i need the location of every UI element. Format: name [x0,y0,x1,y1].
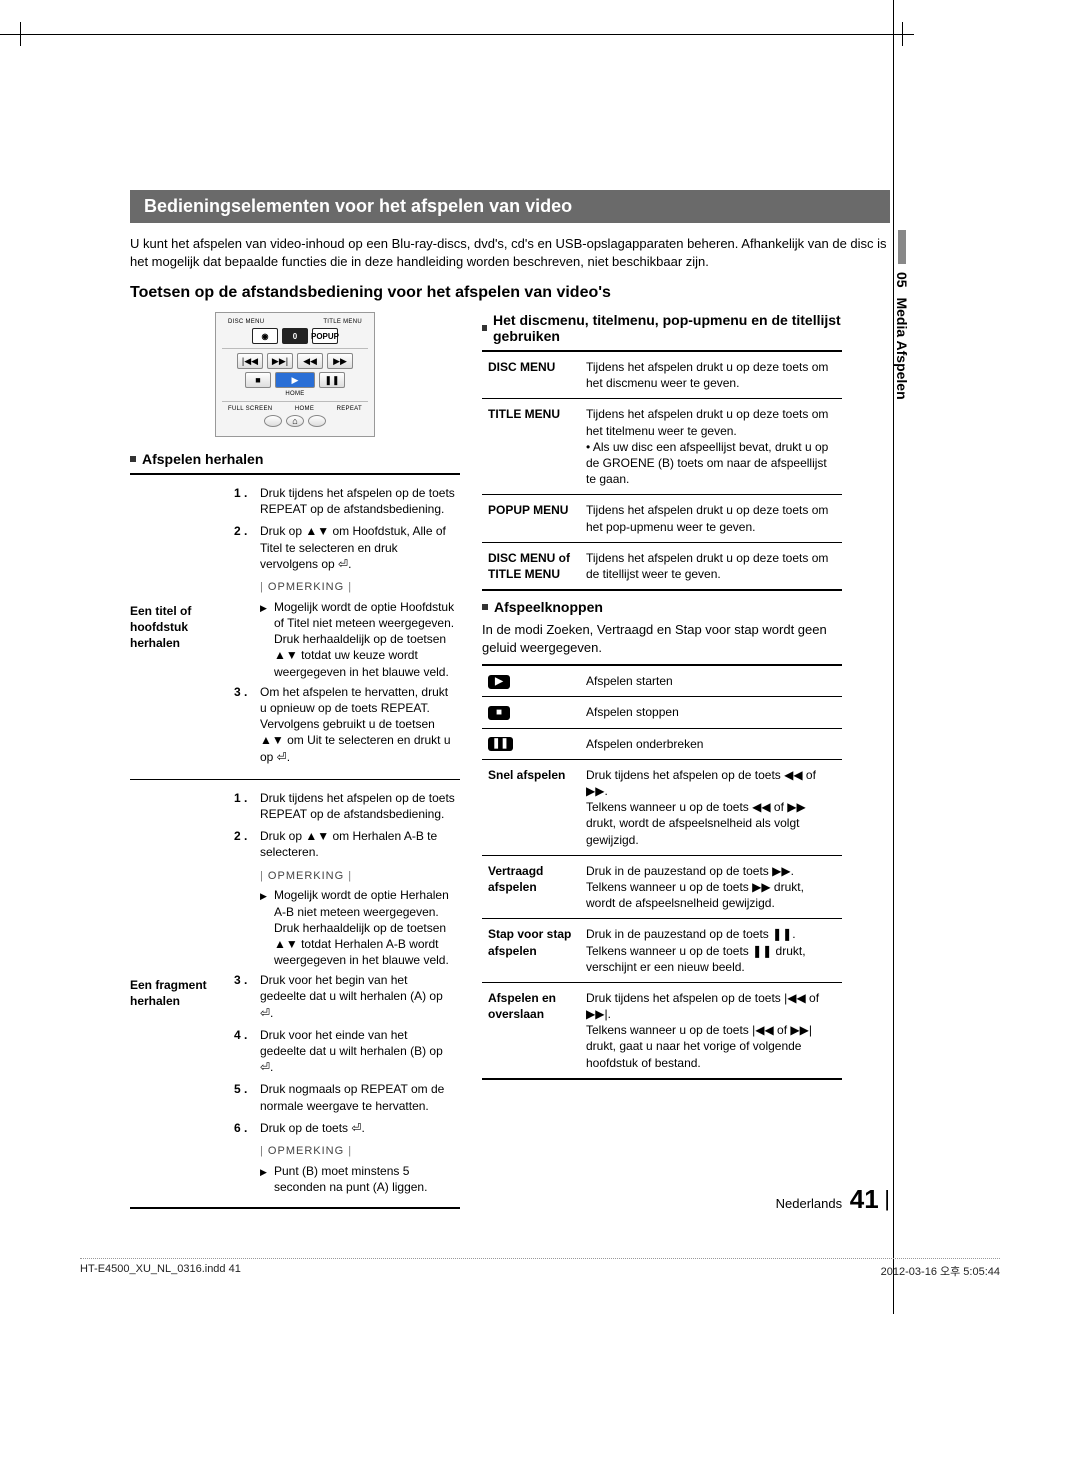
table-row: POPUP MENU Tijdens het afspelen drukt u … [482,495,842,542]
step-text: Druk voor het einde van het gedeelte dat… [260,1028,443,1074]
menu-desc: Tijdens het afspelen drukt u op deze toe… [580,495,842,542]
menu-label: TITLE MENU [482,399,580,495]
print-footer: HT-E4500_XU_NL_0316.indd 41 2012-03-16 오… [80,1258,1000,1279]
step-text: Om het afspelen te hervatten, drukt u op… [260,685,451,764]
table-row: Een titel of hoofdstuk herhalen 1 .Druk … [130,474,460,779]
table-row: ❚❚ Afspelen onderbreken [482,728,842,759]
play-desc: Afspelen onderbreken [580,728,842,759]
remote-popup-key: POPUP [312,328,338,344]
subheader: Toetsen op de afstandsbediening voor het… [130,284,890,302]
remote-home-label: HOME [222,391,368,397]
play-label: Stap voor stap afspelen [482,919,580,983]
play-desc: Afspelen stoppen [580,697,842,728]
intro-text: U kunt het afspelen van video-inhoud op … [130,235,890,270]
play-icon: ▶ [488,675,510,689]
note-text: Punt (B) moet minstens 5 seconden na pun… [234,1163,456,1195]
table-row: TITLE MENU Tijdens het afspelen drukt u … [482,399,842,495]
footer-page-number: 41 [850,1184,879,1214]
page-edge-right [893,0,894,1314]
chapter-number: 05 [894,272,910,288]
print-timestamp: 2012-03-16 오후 5:05:44 [881,1263,1000,1279]
note-label: OPMERKING [260,578,456,597]
row-head: Een titel of hoofdstuk herhalen [130,474,234,779]
page-footer: Nederlands 41 | [776,1184,890,1215]
remote-label: DISC MENU [228,319,264,325]
play-title: Afspeelknoppen [482,599,842,615]
stop-icon: ■ [488,706,510,720]
table-row: Snel afspelen Druk tijdens het afspelen … [482,759,842,855]
remote-label: HOME [295,406,314,412]
menu-desc: Tijdens het afspelen drukt u op deze toe… [580,399,842,495]
table-row: Vertraagd afspelen Druk in de pauzestand… [482,855,842,919]
play-desc: Druk in de pauzestand op de toets ❚❚. Te… [580,919,842,983]
page-edge-top [0,34,894,35]
repeat-table: Een titel of hoofdstuk herhalen 1 .Druk … [130,473,460,1209]
remote-label: REPEAT [337,406,362,412]
note-label: OPMERKING [260,867,456,886]
footer-language: Nederlands [776,1196,843,1211]
step-text: Druk op de toets ⏎. [260,1121,365,1135]
step-text: Druk voor het begin van het gedeelte dat… [260,973,443,1019]
table-row: Stap voor stap afspelen Druk in de pauze… [482,919,842,983]
table-row: DISC MENU Tijdens het afspelen drukt u o… [482,351,842,399]
left-section-title: Afspelen herhalen [130,451,460,467]
play-controls-table: ▶ Afspelen starten ■ Afspelen stoppen ❚❚… [482,664,842,1080]
side-mark [898,230,906,264]
table-row: DISC MENU of TITLE MENU Tijdens het afsp… [482,542,842,590]
remote-label: FULL SCREEN [228,406,272,412]
menu-label: DISC MENU of TITLE MENU [482,542,580,590]
crop-mark [890,22,914,46]
step-text: Druk nogmaals op REPEAT om de normale we… [260,1082,444,1112]
row-head: Een fragment herhalen [130,779,234,1208]
menu-table: DISC MENU Tijdens het afspelen drukt u o… [482,350,842,591]
table-row: Een fragment herhalen 1 .Druk tijdens he… [130,779,460,1208]
right-top-title: Het discmenu, titelmenu, pop-upmenu en d… [482,312,842,344]
section-title: Bedieningselementen voor het afspelen va… [130,190,890,223]
step-text: Druk tijdens het afspelen op de toets RE… [260,486,455,516]
table-row: ■ Afspelen stoppen [482,697,842,728]
table-row: Afspelen en overslaan Druk tijdens het a… [482,982,842,1078]
play-intro: In de modi Zoeken, Vertraagd en Stap voo… [482,621,842,656]
play-label: Vertraagd afspelen [482,855,580,919]
play-label: Snel afspelen [482,759,580,855]
step-text: Druk op ▲▼ om Herhalen A-B te selecteren… [260,829,437,859]
pause-icon: ❚❚ [488,737,513,751]
menu-desc: Tijdens het afspelen drukt u op deze toe… [580,351,842,399]
play-desc: Druk tijdens het afspelen op de toets ◀◀… [580,759,842,855]
note-text: Mogelijk wordt de optie Hoofdstuk of Tit… [234,599,456,680]
chapter-side-tab: 05 Media Afspelen [894,230,910,400]
table-row: ▶ Afspelen starten [482,665,842,697]
play-desc: Afspelen starten [580,665,842,697]
note-label: OPMERKING [260,1142,456,1161]
print-file: HT-E4500_XU_NL_0316.indd 41 [80,1263,241,1279]
menu-label: POPUP MENU [482,495,580,542]
note-text: Mogelijk wordt de optie Herhalen A-B nie… [234,887,456,968]
step-text: Druk tijdens het afspelen op de toets RE… [260,791,455,821]
play-label: Afspelen en overslaan [482,982,580,1078]
remote-label: TITLE MENU [323,319,362,325]
remote-diagram: DISC MENU TITLE MENU ◉ 0 POPUP |◀◀▶▶| ◀◀… [215,312,375,437]
menu-desc: Tijdens het afspelen drukt u op deze toe… [580,542,842,590]
play-desc: Druk in de pauzestand op de toets ▶▶. Te… [580,855,842,919]
chapter-label: Media Afspelen [894,297,910,399]
crop-mark [8,22,32,46]
menu-label: DISC MENU [482,351,580,399]
play-desc: Druk tijdens het afspelen op de toets |◀… [580,982,842,1078]
step-text: Druk op ▲▼ om Hoofdstuk, Alle of Titel t… [260,524,446,570]
